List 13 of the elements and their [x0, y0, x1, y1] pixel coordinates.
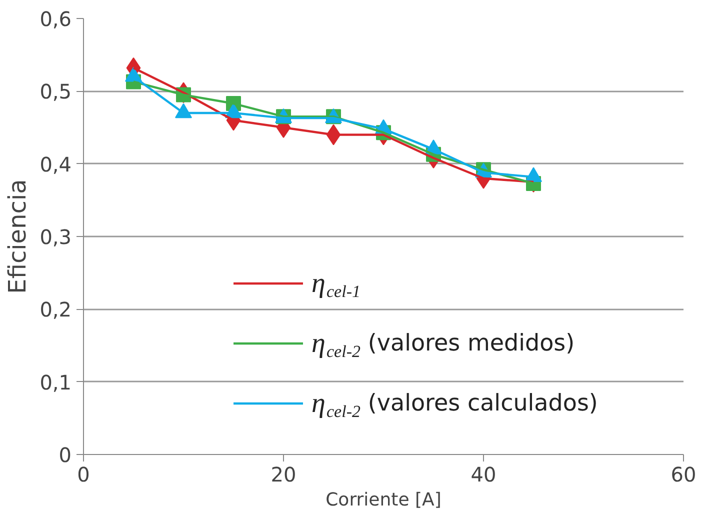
y-tick-label: 0 — [58, 443, 72, 467]
x-tick-label: 20 — [270, 462, 296, 486]
x-tick-label: 0 — [77, 462, 90, 486]
y-tick-label: 0,2 — [40, 298, 72, 322]
y-tick-label: 0,6 — [40, 7, 72, 31]
x-axis-title: Corriente [A] — [326, 490, 442, 510]
y-tick-label: 0,4 — [40, 152, 72, 176]
x-tick-label: 40 — [470, 462, 496, 486]
y-tick-label: 0,1 — [40, 370, 72, 394]
y-tick-label: 0,3 — [40, 225, 72, 249]
y-axis-title: Eficiencia — [4, 179, 32, 294]
y-tick-label: 0,5 — [40, 80, 72, 104]
x-tick-label: 60 — [670, 462, 696, 486]
